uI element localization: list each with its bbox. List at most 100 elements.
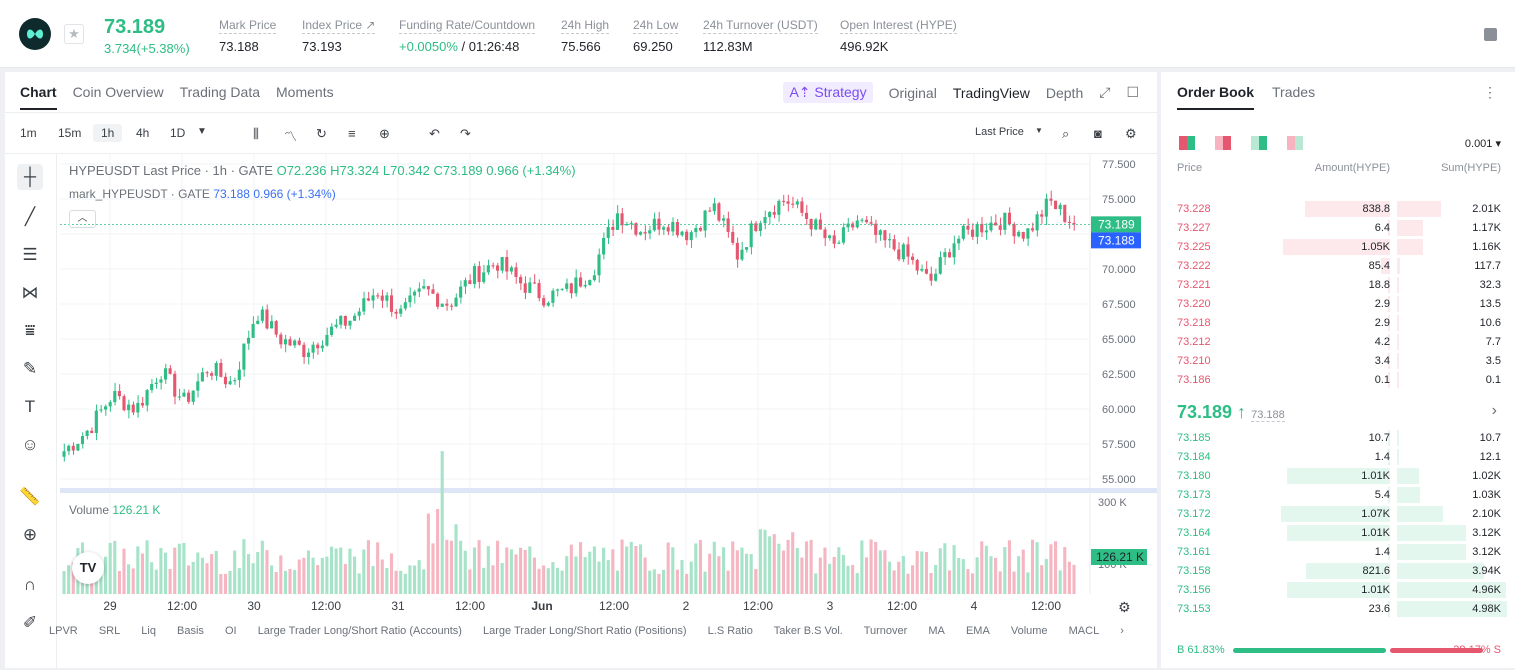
pattern-icon[interactable]: ⋈ bbox=[21, 283, 39, 302]
indicator-taker-vol[interactable]: Taker B.S Vol. bbox=[773, 625, 843, 637]
timeframe-4h[interactable]: 4h bbox=[136, 126, 150, 140]
indicator-macd[interactable]: MACL bbox=[1068, 625, 1100, 637]
tab-coin-overview[interactable]: Coin Overview bbox=[72, 84, 164, 100]
indicator-ls-accounts[interactable]: Large Trader Long/Short Ratio (Accounts) bbox=[257, 625, 462, 637]
ask-row[interactable]: 73.210 3.4 3.5 bbox=[1161, 352, 1515, 371]
caret-down-icon[interactable]: ▼ bbox=[1035, 126, 1043, 135]
tradingview-logo[interactable]: TV bbox=[72, 552, 104, 584]
chevron-down-icon[interactable]: ▼ bbox=[197, 126, 207, 137]
ask-row[interactable]: 73.218 2.9 10.6 bbox=[1161, 314, 1515, 333]
bid-row[interactable]: 73.184 1.4 12.1 bbox=[1161, 448, 1515, 467]
volume-bar bbox=[832, 556, 836, 594]
gear-icon[interactable]: ⚙ bbox=[1125, 126, 1137, 141]
indicator-liq[interactable]: Liq bbox=[141, 625, 156, 637]
ask-row[interactable]: 73.186 0.1 0.1 bbox=[1161, 371, 1515, 390]
redo-icon[interactable]: ↷ bbox=[460, 126, 471, 141]
bid-row[interactable]: 73.164 1.01K 3.12K bbox=[1161, 524, 1515, 543]
bid-row[interactable]: 73.156 1.01K 4.96K bbox=[1161, 581, 1515, 600]
layout-both-icon[interactable] bbox=[1179, 136, 1195, 150]
tab-chart[interactable]: Chart bbox=[20, 84, 57, 110]
tab-original[interactable]: Original bbox=[888, 84, 937, 101]
ask-row[interactable]: 73.221 18.8 32.3 bbox=[1161, 276, 1515, 295]
ask-price: 73.222 bbox=[1177, 260, 1211, 272]
emoji-icon[interactable]: ☺ bbox=[21, 435, 39, 454]
layout-bids-icon[interactable] bbox=[1251, 136, 1267, 150]
zoom-icon[interactable]: ⊕ bbox=[22, 525, 38, 544]
indicators-icon[interactable]: 〽 bbox=[284, 129, 298, 144]
indicator-lpvr[interactable]: LPVR bbox=[49, 625, 78, 637]
ask-row[interactable]: 73.212 4.2 7.7 bbox=[1161, 333, 1515, 352]
chevron-right-icon[interactable]: › bbox=[1120, 625, 1124, 637]
volume-bar bbox=[657, 573, 661, 594]
favorite-star-icon[interactable]: ★ bbox=[64, 24, 84, 44]
crosshair-icon[interactable]: ┼ bbox=[17, 164, 43, 190]
indicator-ema[interactable]: EMA bbox=[965, 625, 990, 637]
trendline-icon[interactable]: ╱ bbox=[24, 207, 36, 226]
indicator-ma[interactable]: MA bbox=[928, 625, 945, 637]
candle-body bbox=[574, 277, 578, 294]
expand-icon[interactable]: ⤢ bbox=[1099, 84, 1111, 100]
brush-icon[interactable]: ✎ bbox=[22, 359, 38, 378]
indicator-ls-positions[interactable]: Large Trader Long/Short Ratio (Positions… bbox=[482, 625, 687, 637]
timeframe-1m[interactable]: 1m bbox=[20, 126, 37, 140]
tab-trades[interactable]: Trades bbox=[1272, 84, 1316, 100]
camera-icon[interactable]: ◙ bbox=[1094, 126, 1102, 141]
bid-row[interactable]: 73.185 10.7 10.7 bbox=[1161, 429, 1515, 448]
tab-trading-data[interactable]: Trading Data bbox=[179, 84, 261, 100]
ask-row[interactable]: 73.227 6.4 1.17K bbox=[1161, 219, 1515, 238]
search-icon[interactable]: ⌕ bbox=[1062, 126, 1070, 141]
tab-depth[interactable]: Depth bbox=[1045, 84, 1084, 101]
stat-index-price[interactable]: Index Price ↗ 73.193 bbox=[302, 18, 376, 54]
replay-icon[interactable]: ↻ bbox=[316, 126, 327, 141]
tab-tradingview[interactable]: TradingView bbox=[952, 84, 1030, 101]
price-chart[interactable]: 77.50075.00072.50070.00067.50065.00062.5… bbox=[60, 154, 1157, 624]
timeframe-1d[interactable]: 1D bbox=[170, 126, 186, 140]
collapse-legend-button[interactable]: ︿ bbox=[69, 210, 96, 228]
precision-select[interactable]: 0.001 ▾ bbox=[1464, 138, 1501, 150]
bid-row[interactable]: 73.173 5.4 1.03K bbox=[1161, 486, 1515, 505]
ask-row[interactable]: 73.220 2.9 13.5 bbox=[1161, 295, 1515, 314]
bid-amount-bar bbox=[1306, 563, 1390, 579]
indicator-oi[interactable]: OI bbox=[225, 625, 237, 637]
bid-row[interactable]: 73.172 1.07K 2.10K bbox=[1161, 505, 1515, 524]
chart-panel: Chart Coin Overview Trading Data Moments… bbox=[5, 72, 1157, 668]
bid-row[interactable]: 73.180 1.01K 1.02K bbox=[1161, 467, 1515, 486]
last-price-select[interactable]: Last Price bbox=[975, 126, 1024, 138]
strategy-button[interactable]: A⇡ Strategy bbox=[783, 82, 873, 103]
template-icon[interactable]: ≡ bbox=[348, 126, 356, 141]
indicator-ls-ratio[interactable]: L.S Ratio bbox=[707, 625, 753, 637]
volume-bar bbox=[376, 542, 380, 594]
alert-add-icon[interactable]: ⊕ bbox=[379, 126, 390, 141]
document-icon[interactable] bbox=[1484, 28, 1497, 41]
indicator-turnover[interactable]: Turnover bbox=[863, 625, 908, 637]
ask-row[interactable]: 73.222 85.4 117.7 bbox=[1161, 257, 1515, 276]
window-icon[interactable]: ☐ bbox=[1126, 84, 1139, 100]
text-icon[interactable]: T bbox=[24, 397, 36, 416]
layout-asks-icon[interactable] bbox=[1215, 136, 1231, 150]
indicator-srl[interactable]: SRL bbox=[98, 625, 121, 637]
chevron-right-icon[interactable]: › bbox=[1491, 402, 1497, 419]
candle-type-icon[interactable]: ⫼ bbox=[253, 126, 259, 141]
timeframe-15m[interactable]: 15m bbox=[58, 126, 82, 140]
magnet-icon[interactable]: ∩ bbox=[23, 575, 37, 594]
horizontal-lines-icon[interactable]: ☰ bbox=[22, 245, 38, 264]
indicator-volume[interactable]: Volume bbox=[1010, 625, 1048, 637]
layout-split-icon[interactable] bbox=[1287, 136, 1303, 150]
pencil-lock-icon[interactable]: ✐ bbox=[22, 613, 38, 632]
more-menu-icon[interactable]: ⋮ bbox=[1483, 84, 1497, 100]
tab-order-book[interactable]: Order Book bbox=[1177, 84, 1255, 110]
bid-row[interactable]: 73.161 1.4 3.12K bbox=[1161, 543, 1515, 562]
ask-row[interactable]: 73.225 1.05K 1.16K bbox=[1161, 238, 1515, 257]
fib-icon[interactable]: ⩸ bbox=[24, 321, 36, 340]
bid-row[interactable]: 73.158 821.6 3.94K bbox=[1161, 562, 1515, 581]
undo-icon[interactable]: ↶ bbox=[429, 126, 440, 141]
tab-moments[interactable]: Moments bbox=[276, 84, 334, 100]
timeframe-1h[interactable]: 1h bbox=[93, 124, 123, 142]
mid-price[interactable]: 73.189 ↑ 73.188 bbox=[1177, 402, 1285, 422]
ask-sum: 1.16K bbox=[1472, 241, 1501, 253]
volume-bar bbox=[994, 557, 998, 594]
indicator-basis[interactable]: Basis bbox=[177, 625, 204, 637]
bid-row[interactable]: 73.153 23.6 4.98K bbox=[1161, 600, 1515, 619]
ruler-icon[interactable]: 📏 bbox=[19, 487, 41, 506]
ask-row[interactable]: 73.228 838.8 2.01K bbox=[1161, 200, 1515, 219]
